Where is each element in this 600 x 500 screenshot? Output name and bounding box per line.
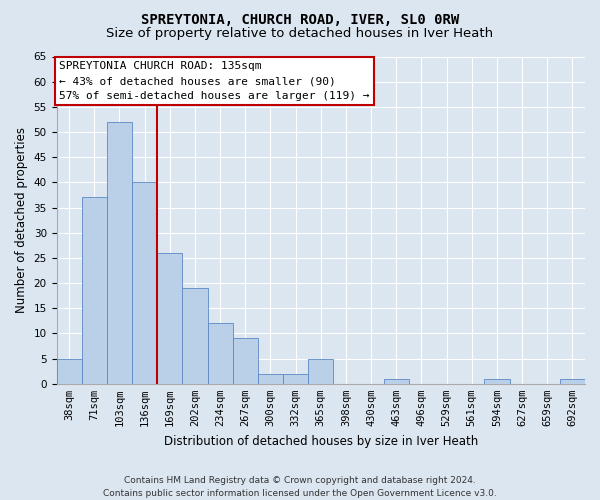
Text: SPREYTONIA, CHURCH ROAD, IVER, SL0 0RW: SPREYTONIA, CHURCH ROAD, IVER, SL0 0RW	[141, 12, 459, 26]
Text: Contains HM Land Registry data © Crown copyright and database right 2024.
Contai: Contains HM Land Registry data © Crown c…	[103, 476, 497, 498]
X-axis label: Distribution of detached houses by size in Iver Heath: Distribution of detached houses by size …	[164, 434, 478, 448]
Bar	[560, 379, 585, 384]
Bar	[383, 379, 409, 384]
Bar	[157, 253, 182, 384]
Text: SPREYTONIA CHURCH ROAD: 135sqm
← 43% of detached houses are smaller (90)
57% of : SPREYTONIA CHURCH ROAD: 135sqm ← 43% of …	[59, 62, 370, 101]
Bar	[484, 379, 509, 384]
Bar	[182, 288, 208, 384]
Text: Size of property relative to detached houses in Iver Heath: Size of property relative to detached ho…	[106, 28, 494, 40]
Bar	[208, 324, 233, 384]
Y-axis label: Number of detached properties: Number of detached properties	[15, 127, 28, 313]
Bar	[107, 122, 132, 384]
Bar	[132, 182, 157, 384]
Bar	[258, 374, 283, 384]
Bar	[82, 198, 107, 384]
Bar	[56, 358, 82, 384]
Bar	[308, 358, 334, 384]
Bar	[233, 338, 258, 384]
Bar	[283, 374, 308, 384]
